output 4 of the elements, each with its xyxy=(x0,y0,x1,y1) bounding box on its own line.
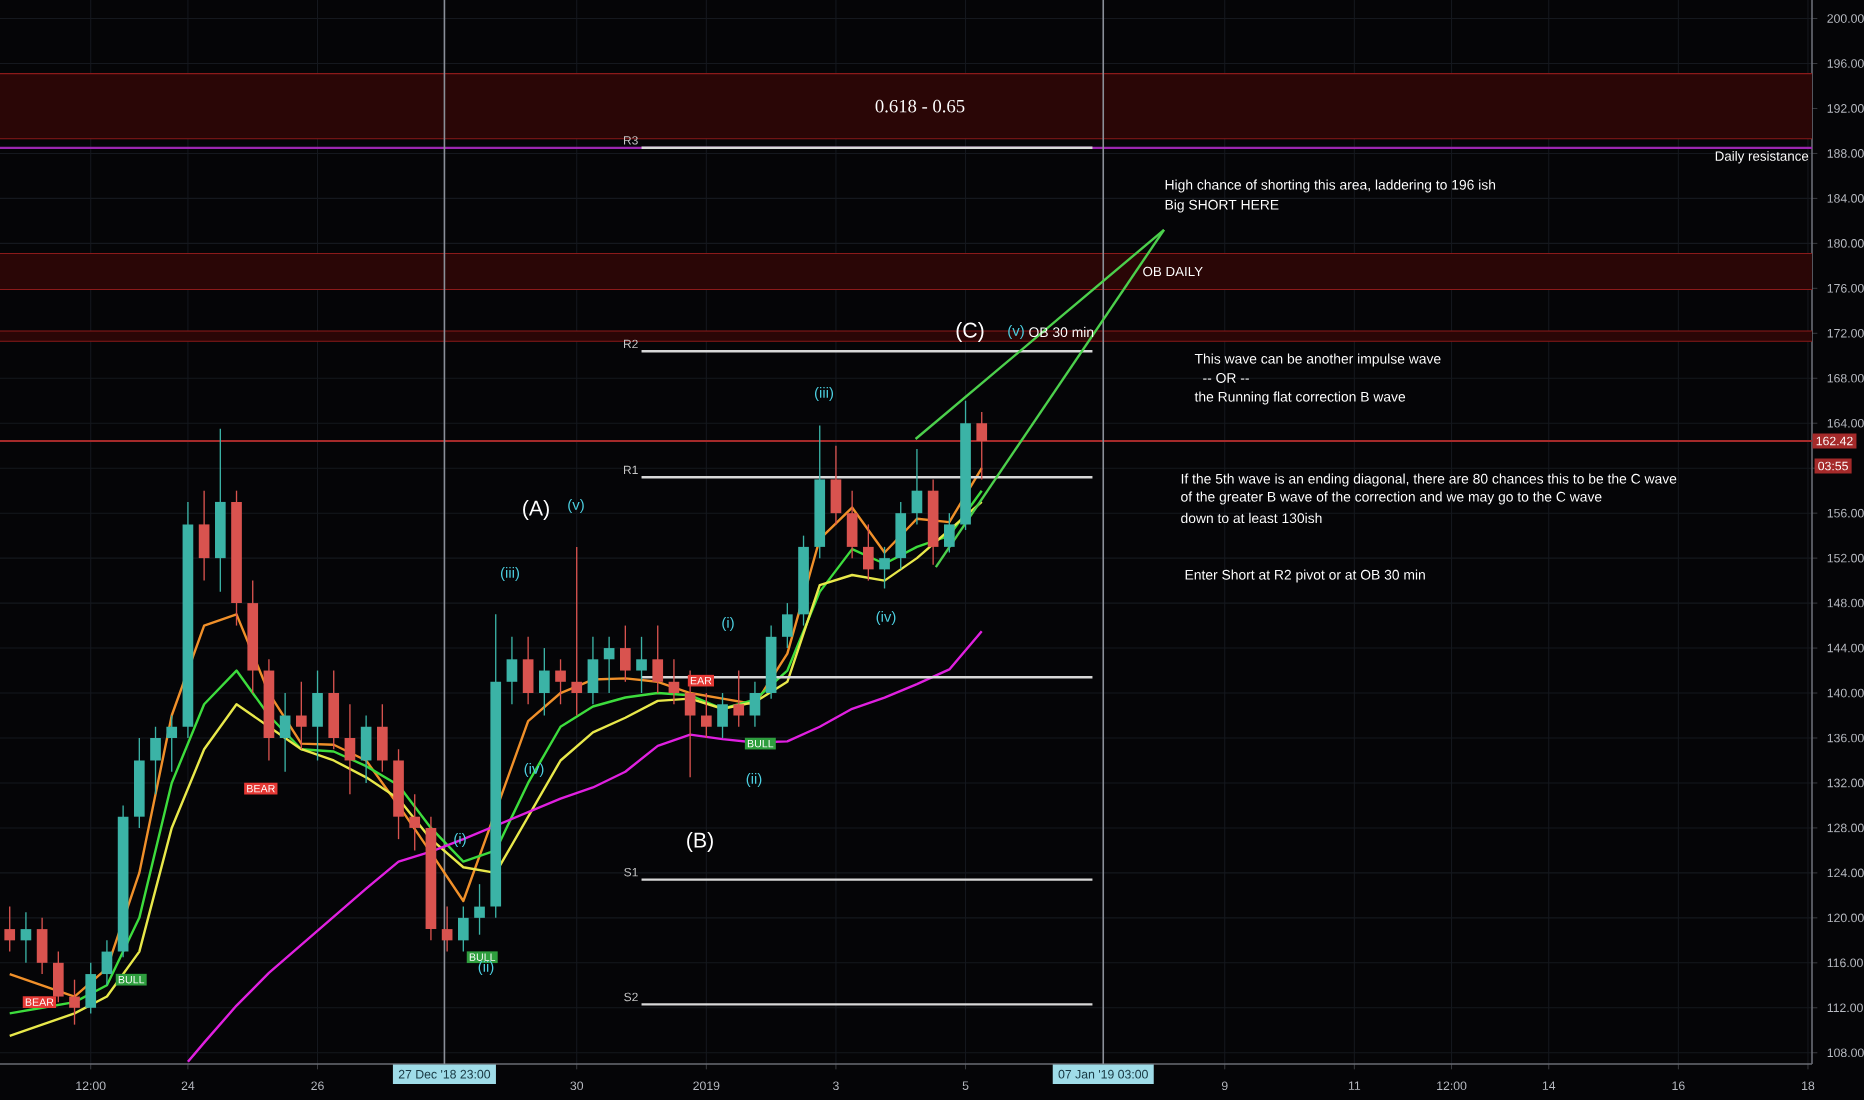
annotation: (B) xyxy=(687,832,713,852)
annotation: (A) xyxy=(523,500,549,520)
annotation: (C) xyxy=(956,322,984,342)
band-label: 0.618 - 0.65 xyxy=(875,99,965,113)
